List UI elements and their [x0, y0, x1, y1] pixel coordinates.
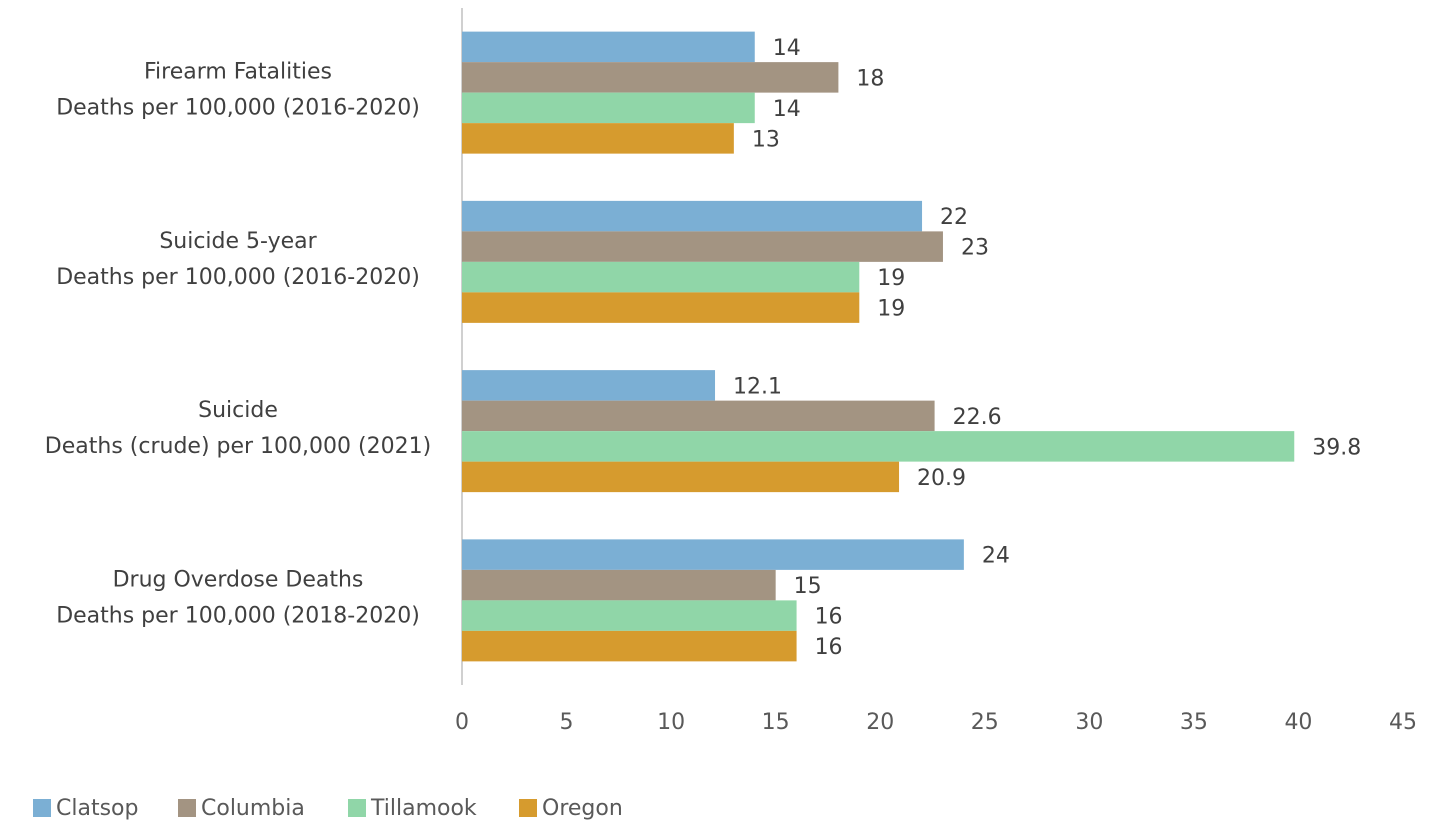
x-tick-label: 20 [866, 710, 894, 735]
legend-swatch [33, 799, 51, 817]
category-label: Firearm Fatalities [144, 60, 332, 85]
data-label: 23 [961, 236, 989, 261]
category-label: Suicide [198, 398, 278, 423]
data-label: 24 [982, 544, 1010, 569]
category-label: Deaths per 100,000 (2016-2020) [56, 96, 420, 121]
bar [462, 630, 797, 662]
legend-label: Oregon [542, 796, 623, 821]
x-tick-label: 10 [657, 710, 685, 735]
data-label: 16 [815, 605, 843, 630]
bar [462, 431, 1295, 462]
legend-label: Clatsop [56, 796, 138, 821]
data-label: 22.6 [953, 405, 1002, 430]
bar [462, 292, 860, 323]
category-label: Deaths (crude) per 100,000 (2021) [45, 434, 431, 459]
category-label: Deaths per 100,000 (2016-2020) [56, 265, 420, 290]
data-label: 18 [856, 66, 884, 91]
category-label: Suicide 5-year [159, 229, 317, 254]
data-label: 14 [773, 97, 801, 122]
bar [462, 31, 755, 63]
x-tick-label: 45 [1389, 710, 1417, 735]
data-label: 39.8 [1312, 435, 1361, 460]
data-label: 20.9 [917, 466, 966, 491]
x-tick-label: 35 [1180, 710, 1208, 735]
data-label: 19 [877, 266, 905, 291]
data-label: 22 [940, 205, 968, 230]
data-label: 15 [794, 574, 822, 599]
bar [462, 261, 860, 293]
x-tick-label: 30 [1075, 710, 1103, 735]
bar [462, 123, 734, 154]
legend-label: Columbia [201, 796, 305, 821]
bar [462, 461, 900, 493]
bar [462, 370, 716, 401]
data-label: 13 [752, 127, 780, 152]
category-label: Drug Overdose Deaths [113, 567, 364, 592]
x-tick-label: 5 [560, 710, 574, 735]
bar [462, 92, 755, 124]
x-tick-label: 40 [1284, 710, 1312, 735]
bar [462, 600, 797, 631]
data-label: 19 [877, 297, 905, 322]
x-tick-label: 25 [971, 710, 999, 735]
data-label: 16 [815, 635, 843, 660]
data-label: 14 [773, 36, 801, 61]
legend-swatch [519, 799, 537, 817]
x-tick-label: 0 [455, 710, 469, 735]
legend-swatch [348, 799, 366, 817]
bar [462, 539, 964, 570]
bar [462, 200, 923, 232]
data-label: 12.1 [733, 374, 782, 399]
legend-swatch [178, 799, 196, 817]
legend-label: Tillamook [370, 796, 477, 821]
bar [462, 569, 776, 601]
category-label: Deaths per 100,000 (2018-2020) [56, 603, 420, 628]
bar [462, 400, 935, 432]
bar [462, 231, 943, 262]
bar [462, 62, 839, 93]
x-tick-label: 15 [762, 710, 790, 735]
